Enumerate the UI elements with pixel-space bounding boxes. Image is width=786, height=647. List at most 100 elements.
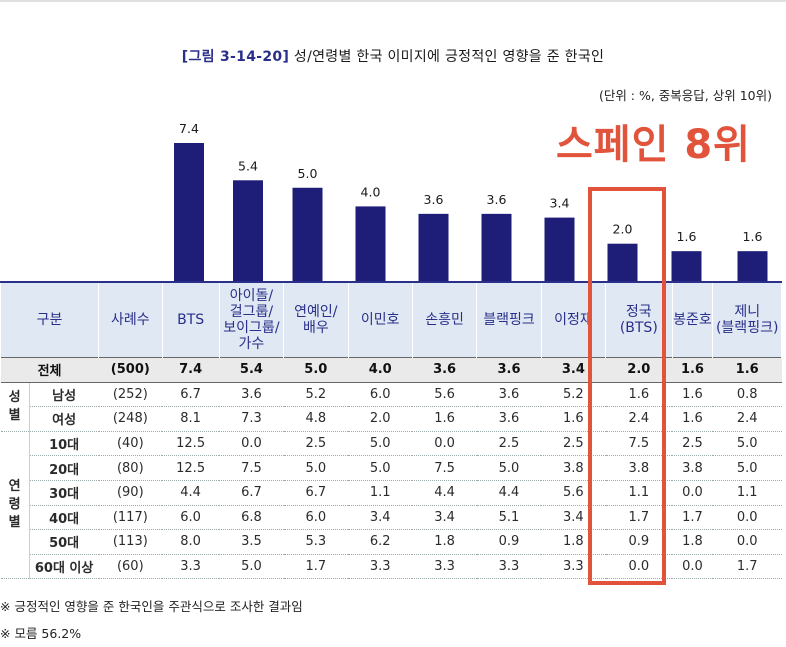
cell-value: 5.6 [541, 480, 606, 506]
cell-value: 7.3 [219, 406, 284, 432]
header-line: 가수 [238, 336, 265, 352]
table-body: 전체 (500) 7.4 5.4 5.0 4.0 3.6 3.6 3.4 2.0 1.6 1.6 성 별 남… [0, 357, 782, 580]
bar-2 [292, 187, 323, 281]
overlay-annotation: 스페인 8위 [556, 122, 751, 168]
row-samples: (252) [98, 382, 162, 408]
cell-value: 0.0 [412, 431, 477, 457]
highlight-box [588, 187, 666, 585]
bar-value-label: 3.6 [424, 192, 444, 207]
header-gubun: 구분 [0, 281, 100, 358]
group-label-char: 령 [8, 497, 21, 513]
group-label-char: 별 [8, 407, 21, 423]
header-line: 걸그룹/ [229, 304, 274, 320]
header-line: 정국 [625, 304, 652, 320]
table-row: 20대 (80) 12.5 7.5 5.0 5.0 7.5 5.0 3.8 3.8 3.8 5.0 [1, 455, 782, 481]
cell-value: 6.0 [283, 505, 349, 531]
cell-value: 1.1 [605, 480, 673, 506]
bar-9 [737, 251, 768, 281]
cell-value: 3.3 [541, 554, 606, 580]
cell-value: 3.4 [541, 505, 606, 531]
header-line: 연예인/ [294, 304, 338, 320]
cell-value: 7.5 [605, 431, 673, 457]
cell-value: 1.6 [412, 406, 477, 432]
row-label: 남성 [29, 382, 99, 408]
header-col-2: 연예인/배우 [283, 281, 349, 358]
cell-value: 2.0 [348, 406, 413, 432]
table-row: 성 별 남성 (252) 6.7 3.6 5.2 6.0 5.6 3.6 5.2 1.6 1.6 0.8 [0, 382, 782, 432]
row-label: 여성 [29, 406, 99, 432]
cell-value: 3.6 [476, 382, 542, 408]
row-samples: (500) [98, 357, 162, 383]
table-row: 50대 (113) 8.0 3.5 5.3 6.2 1.8 0.9 1.8 0.9 1.8 0.0 [1, 529, 782, 555]
cell-value: 0.0 [219, 431, 284, 457]
cell-value: 5.6 [412, 382, 477, 408]
cell-value: 5.3 [283, 529, 349, 555]
table-row: 여성 (248) 8.1 7.3 4.8 2.0 1.6 3.6 1.6 2.4 1.6 2.4 [1, 406, 782, 432]
group-label-char: 성 [8, 389, 21, 405]
cell-value: 0.0 [712, 505, 782, 531]
cell-value: 2.5 [283, 431, 349, 457]
cell-value: 3.4 [348, 505, 413, 531]
row-label: 30대 [29, 480, 99, 506]
cell-value: 6.7 [162, 382, 220, 408]
row-label: 50대 [29, 529, 99, 555]
cell-value: 12.5 [162, 455, 220, 481]
bar-3 [355, 206, 386, 281]
cell-value: 1.6 [672, 382, 713, 408]
cell-value: 1.6 [605, 382, 673, 408]
cell-value: 3.6 [476, 406, 542, 432]
cell-value: 1.1 [712, 480, 782, 506]
cell-value: 2.4 [605, 406, 673, 432]
cell-value: 3.3 [476, 554, 542, 580]
figure-title: [그림 3-14-20] 성/연령별 한국 이미지에 긍정적인 영향을 준 한국… [0, 46, 786, 66]
cell-value: 1.1 [348, 480, 413, 506]
unit-note: (단위 : %, 중복응답, 상위 10위) [598, 88, 772, 103]
cell-value: 0.0 [605, 554, 673, 580]
cell-value: 5.0 [712, 455, 782, 481]
row-samples: (80) [98, 455, 162, 481]
cell-value: 5.0 [348, 431, 413, 457]
cell-value: 3.4 [541, 357, 606, 383]
header-line: 보이그룹/ [223, 320, 280, 336]
cell-value: 3.8 [605, 455, 673, 481]
bar-value-label: 5.0 [298, 166, 318, 181]
cell-value: 0.0 [712, 529, 782, 555]
cell-value: 1.7 [283, 554, 349, 580]
cell-value: 7.4 [162, 357, 220, 383]
header-line: 배우 [302, 320, 329, 336]
cell-value: 3.6 [412, 357, 477, 383]
row-label: 전체 [0, 357, 99, 383]
cell-value: 2.5 [541, 431, 606, 457]
bar-value-label: 3.6 [487, 192, 507, 207]
cell-value: 2.5 [476, 431, 542, 457]
header-col-4: 손흥민 [411, 281, 478, 358]
row-samples: (113) [98, 529, 162, 555]
table-row: 60대 이상 (60) 3.3 5.0 1.7 3.3 3.3 3.3 3.3 0.0 0.0 1.7 [1, 554, 782, 580]
header-line: BTS [177, 312, 205, 328]
cell-value: 2.4 [712, 406, 782, 432]
cell-value: 3.6 [219, 382, 284, 408]
footnote-1: ※ 긍정적인 영향을 준 한국인을 주관식으로 조사한 결과임 [0, 599, 303, 614]
cell-value: 6.7 [219, 480, 284, 506]
cell-value: 3.5 [219, 529, 284, 555]
table-row: 40대 (117) 6.0 6.8 6.0 3.4 3.4 5.1 3.4 1.7 1.7 0.0 [1, 505, 782, 531]
row-label: 20대 [29, 455, 99, 481]
row-samples: (40) [98, 431, 162, 457]
bar-value-label: 1.6 [743, 229, 763, 244]
top-divider [0, 0, 786, 2]
bar-5 [481, 213, 512, 281]
cell-value: 3.8 [672, 455, 713, 481]
group-label-char: 별 [8, 515, 21, 531]
cell-value: 3.4 [412, 505, 477, 531]
cell-value: 1.7 [712, 554, 782, 580]
header-col-8: 봉준호 [671, 281, 714, 358]
bar-4 [418, 213, 449, 281]
cell-value: 5.0 [348, 455, 413, 481]
cell-value: 1.6 [672, 406, 713, 432]
figure-title-text: 성/연령별 한국 이미지에 긍정적인 영향을 준 한국인 [293, 49, 605, 65]
cell-value: 0.0 [672, 480, 713, 506]
footnote-2: ※ 모름 56.2% [0, 626, 82, 641]
table-row: 연 령 별 10대 (40) 12.5 0.0 2.5 5.0 0.0 2.5 2.5 7.5 2.5 5.… [0, 431, 782, 580]
cell-value: 2.0 [605, 357, 673, 383]
cell-value: 0.0 [672, 554, 713, 580]
